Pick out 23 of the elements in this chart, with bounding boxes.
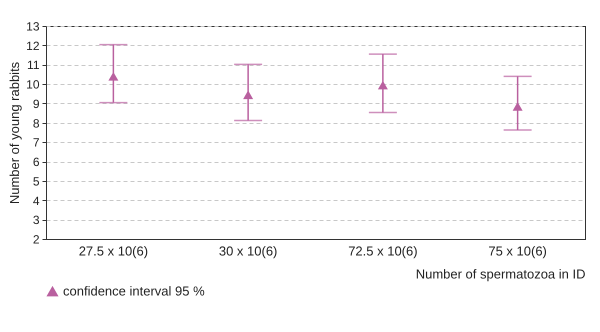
x-tick-label: 72.5 x 10(6) [348,244,418,258]
point [243,90,254,100]
y-tick-label: 10 [26,78,40,92]
y-tick-label: 13 [26,20,40,34]
legend-label: confidence interval 95 % [63,284,206,298]
x-tick-label: 75 x 10(6) [488,244,547,258]
y-tick-label: 5 [32,174,40,188]
point [108,72,118,81]
y-tick-label: 9 [32,96,40,111]
y-axis-title: Number of young rabbits [7,61,22,204]
y-tick-label: 6 [32,155,40,170]
x-axis-title: Number of spermatozoa in ID [416,266,586,282]
x-tick-label: 27.5 x 10(6) [78,244,148,258]
y-tick-label: 2 [32,232,40,246]
y-tick-label: 8 [32,116,40,130]
y-tick-label: 12 [26,38,40,53]
point [512,102,523,111]
point [378,80,388,90]
y-tick-label: 7 [32,136,40,150]
y-tick-label: 11 [27,58,40,72]
y-tick-label: 3 [32,213,40,228]
x-tick-label: 30 x 10(6) [218,244,278,258]
y-tick-label: 4 [32,194,40,208]
